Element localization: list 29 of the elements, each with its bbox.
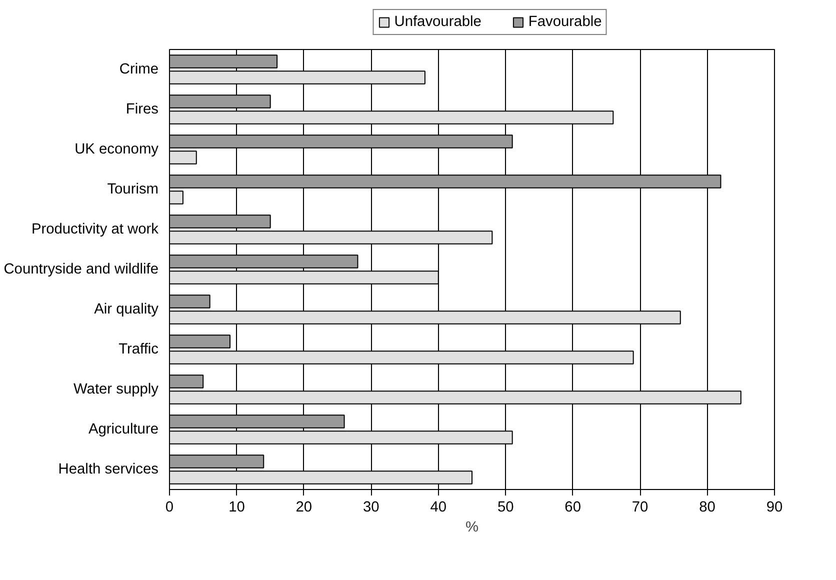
y-tick-label: UK economy: [74, 142, 160, 158]
y-tick-label: Fires: [126, 102, 159, 118]
legend-label: Favourable: [528, 14, 602, 30]
y-tick-label: Countryside and wildlife: [4, 262, 159, 278]
y-tick-label: Traffic: [118, 342, 159, 358]
bar: [170, 374, 204, 388]
y-tick-label: Water supply: [74, 382, 160, 398]
x-tick-label: 30: [363, 500, 380, 516]
x-axis-title: %: [465, 520, 479, 536]
y-tick-label: Health services: [58, 462, 159, 478]
x-tick-label: 50: [497, 500, 514, 516]
x-tick-label: 0: [165, 500, 174, 516]
y-tick-label: Crime: [119, 62, 159, 78]
bar: [170, 334, 230, 348]
y-tick-label: Tourism: [107, 182, 159, 198]
bar: [170, 190, 184, 204]
x-tick-label: 90: [766, 500, 783, 516]
x-tick-label: 10: [228, 500, 245, 516]
y-tick-label: Agriculture: [88, 422, 159, 438]
y-tick-label: Productivity at work: [31, 222, 160, 238]
x-tick-label: 60: [564, 500, 581, 516]
x-tick-label: 40: [430, 500, 447, 516]
legend-label: Unfavourable: [394, 14, 482, 30]
bar: [170, 294, 210, 308]
x-tick-label: 70: [632, 500, 648, 516]
x-tick-label: 20: [296, 500, 312, 516]
x-tick-label: 80: [699, 500, 716, 516]
bar: [170, 150, 197, 164]
y-tick-label: Air quality: [94, 302, 160, 318]
